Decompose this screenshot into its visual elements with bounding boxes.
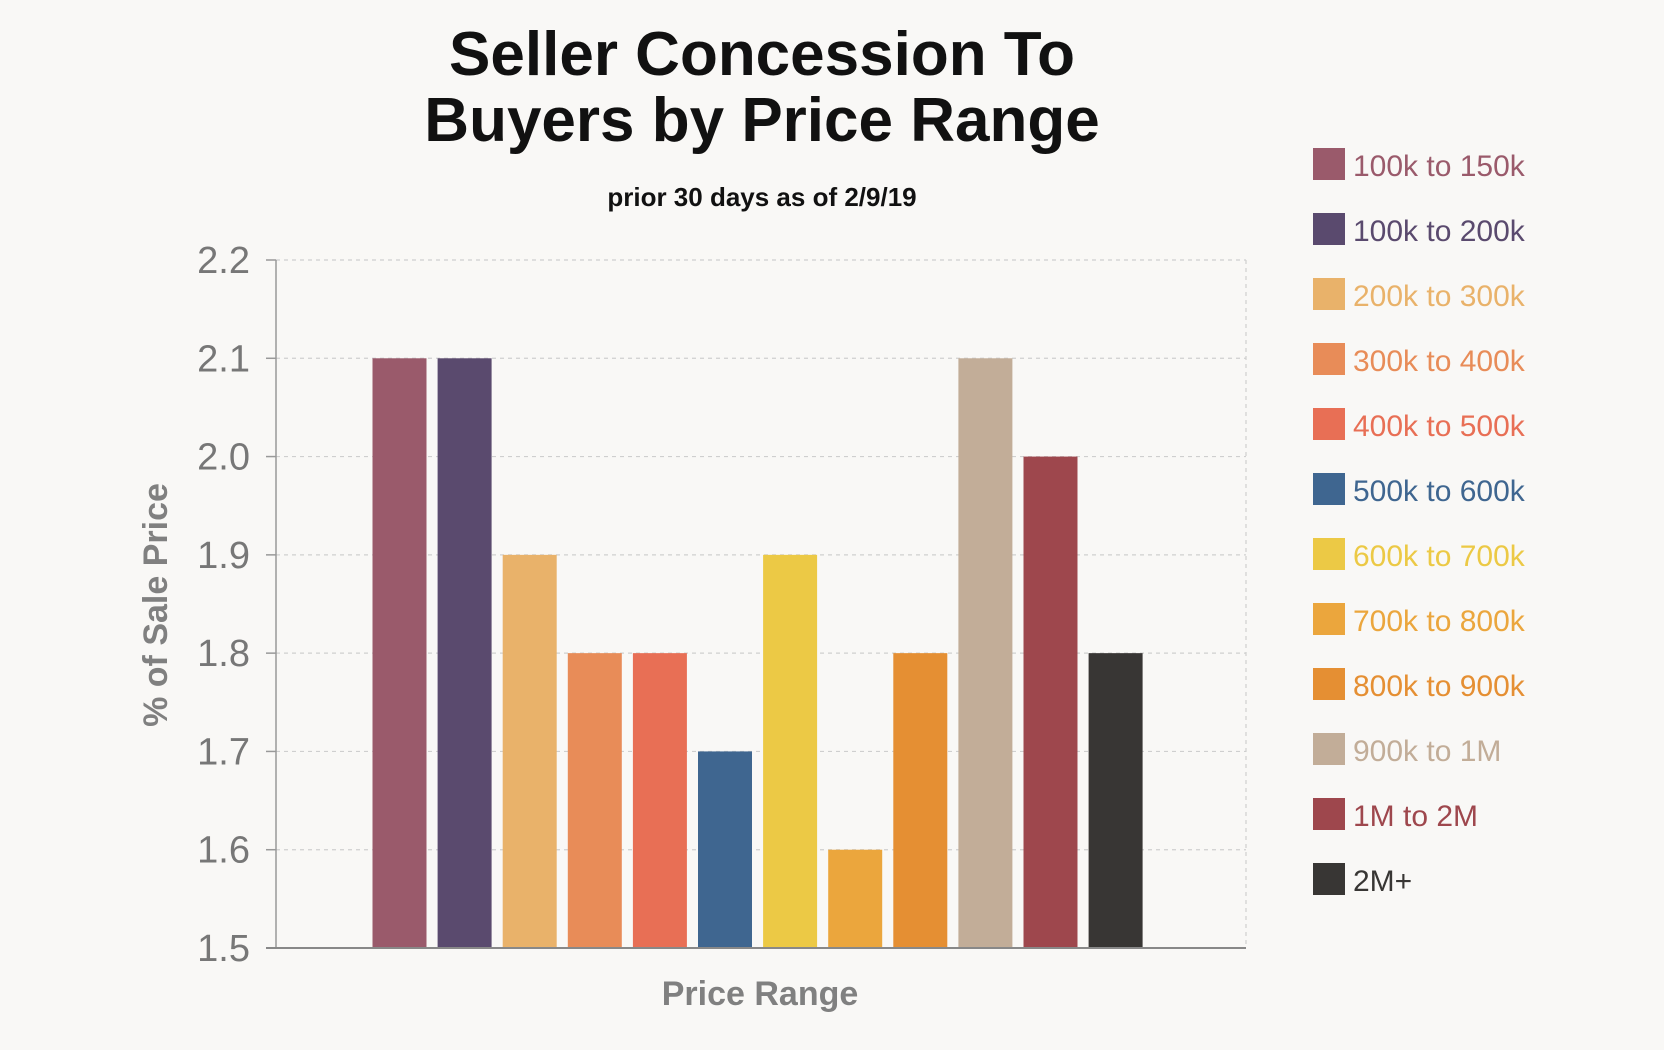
bar-9 — [893, 653, 948, 948]
legend-swatch — [1313, 148, 1345, 180]
legend-swatch — [1313, 798, 1345, 830]
bar-6 — [698, 751, 752, 948]
bar-2 — [437, 358, 492, 948]
y-axis-label: % of Sale Price — [137, 483, 175, 727]
legend-label: 600k to 700k — [1353, 540, 1526, 573]
bar-4 — [567, 653, 622, 948]
y-tick-label: 1.5 — [197, 928, 250, 970]
bar-1 — [372, 358, 427, 948]
legend-label: 2M+ — [1353, 865, 1412, 898]
y-tick-label: 2.1 — [197, 338, 250, 380]
legend-swatch — [1313, 603, 1345, 635]
bar-5 — [632, 653, 687, 948]
chart-subtitle: prior 30 days as of 2/9/19 — [607, 182, 917, 212]
legend-label: 900k to 1M — [1353, 735, 1501, 768]
y-tick-label: 2.0 — [197, 437, 250, 479]
bar-8 — [828, 849, 883, 948]
legend-label: 100k to 150k — [1353, 150, 1526, 183]
y-tick-labels: 1.5 1.6 1.7 1.8 1.9 2.0 2.1 2.2 — [197, 240, 250, 970]
y-tick-label: 1.6 — [197, 830, 250, 872]
bar-3 — [502, 554, 557, 948]
legend: 100k to 150k 100k to 200k 200k to 300k 300k… — [1313, 148, 1526, 898]
y-tick-label: 1.7 — [197, 731, 250, 773]
chart-title: Seller Concession To Buyers by Price Ran… — [0, 22, 1524, 154]
legend-swatch — [1313, 213, 1345, 245]
legend-label: 800k to 900k — [1353, 670, 1526, 703]
axes — [266, 260, 1246, 949]
legend-swatch — [1313, 278, 1345, 310]
chart-title-line-2: Buyers by Price Range — [424, 86, 1100, 155]
legend-swatch — [1313, 733, 1345, 765]
legend-swatch — [1313, 473, 1345, 505]
legend-label: 500k to 600k — [1353, 475, 1526, 508]
legend-swatch — [1313, 668, 1345, 700]
y-tick-label: 1.9 — [197, 535, 250, 577]
y-tick-label: 2.2 — [197, 240, 250, 282]
legend-label: 200k to 300k — [1353, 280, 1526, 313]
x-axis-label: Price Range — [662, 975, 859, 1013]
legend-label: 1M to 2M — [1353, 800, 1478, 833]
y-tick-label: 1.8 — [197, 633, 250, 675]
legend-swatch — [1313, 343, 1345, 375]
legend-label: 400k to 500k — [1353, 410, 1526, 443]
legend-label: 700k to 800k — [1353, 605, 1526, 638]
bar-10 — [958, 358, 1013, 948]
bars — [372, 358, 1143, 948]
bar-7 — [763, 554, 818, 948]
bar-12 — [1088, 653, 1143, 948]
bar-11 — [1023, 456, 1078, 948]
legend-swatch — [1313, 863, 1345, 895]
chart-title-line-1: Seller Concession To — [449, 20, 1075, 89]
legend-swatch — [1313, 408, 1345, 440]
legend-label: 100k to 200k — [1353, 215, 1526, 248]
legend-label: 300k to 400k — [1353, 345, 1526, 378]
legend-swatch — [1313, 538, 1345, 570]
